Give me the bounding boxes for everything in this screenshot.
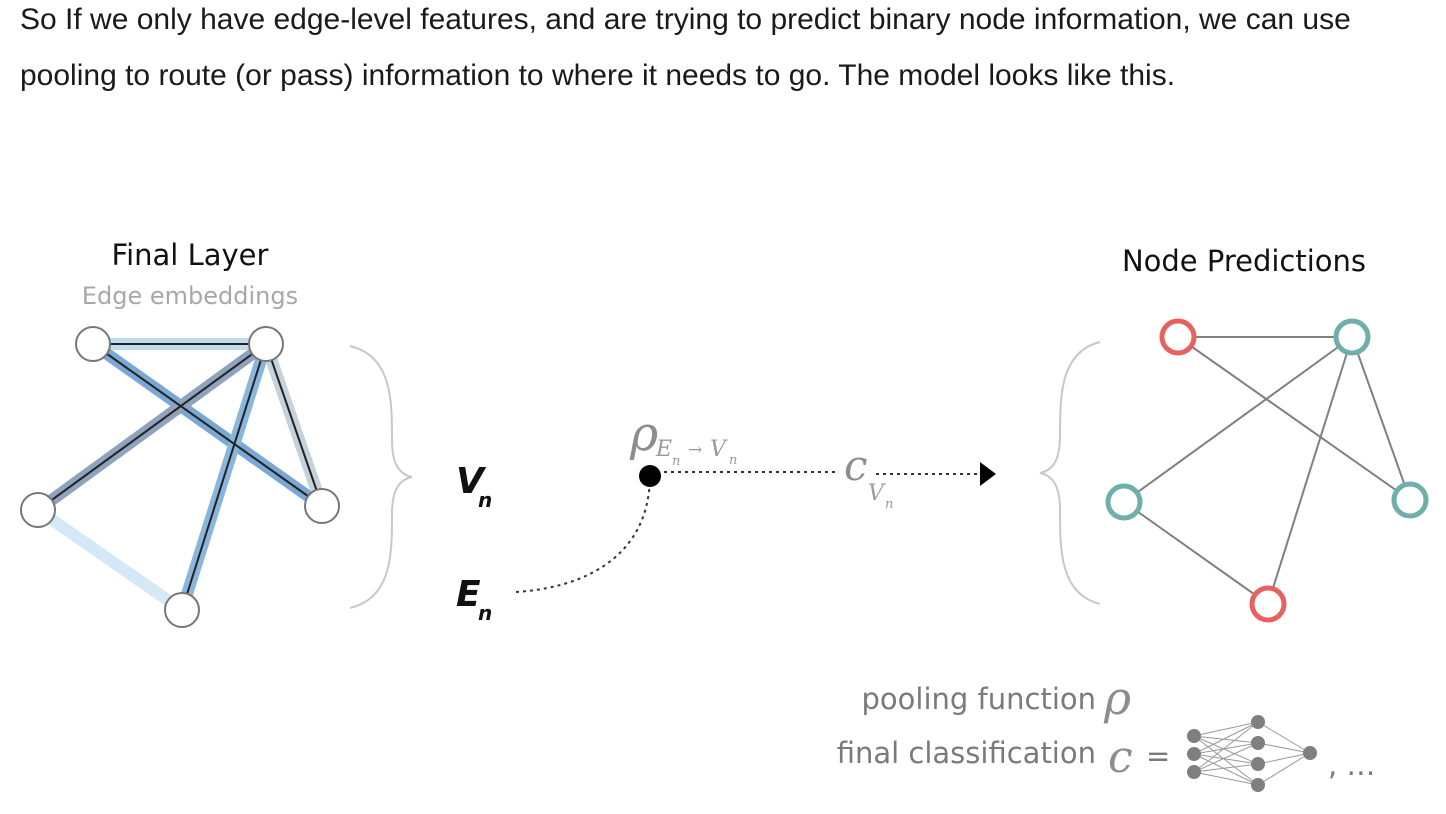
- graph-node: [248, 326, 284, 362]
- node-red: [1249, 585, 1287, 623]
- edge-line: [37, 343, 267, 511]
- prediction-edge: [1351, 336, 1411, 501]
- v-label: V: [456, 461, 487, 502]
- rho-sub-to-sub: n: [729, 453, 737, 468]
- right-title: Node Predictions: [1122, 244, 1366, 278]
- node-prediction-graph: [1105, 318, 1429, 623]
- edge-embedding-graph: [20, 326, 340, 628]
- prediction-edge: [1123, 501, 1269, 605]
- prediction-edge: [1177, 336, 1411, 501]
- prediction-edge: [1267, 336, 1353, 605]
- node-teal: [1391, 481, 1429, 519]
- graph-node: [164, 592, 200, 628]
- v-subscript: n: [478, 488, 492, 512]
- rho-sub-arrow: →: [688, 440, 702, 460]
- ellipsis-text: , …: [1328, 748, 1375, 782]
- final-classification-label: final classification: [837, 736, 1096, 770]
- arrow-head: [980, 462, 996, 486]
- left-brace: [349, 345, 413, 609]
- node-red: [1159, 318, 1197, 356]
- c-subscript: V: [868, 481, 886, 506]
- graph-node: [75, 326, 111, 362]
- graph-node: [20, 492, 56, 528]
- classification-symbol: c: [1108, 732, 1133, 783]
- left-subtitle: Edge embeddings: [82, 282, 298, 310]
- pooling-symbol: ρ: [1103, 671, 1131, 725]
- equals-sign: =: [1146, 739, 1170, 773]
- edge-line: [181, 343, 267, 611]
- pooling-function-label: pooling function: [862, 682, 1096, 716]
- node-teal: [1105, 483, 1143, 521]
- edge-band: [34, 505, 186, 615]
- rho-label: ρ: [629, 406, 658, 462]
- c-label: c: [844, 441, 868, 490]
- intro-paragraph: So If we only have edge-level features, …: [20, 3, 1351, 92]
- e-subscript: n: [478, 601, 492, 625]
- rho-sub-to: V: [710, 437, 728, 462]
- graph-node: [304, 488, 340, 524]
- rho-sub-from: E: [655, 437, 672, 462]
- pooling-point: [639, 465, 661, 487]
- edge-line: [92, 343, 323, 507]
- rho-sub-from-sub: n: [672, 454, 680, 469]
- node-teal: [1333, 318, 1371, 356]
- edge-line: [265, 343, 323, 507]
- edge-to-pool-curve: [515, 477, 651, 593]
- prediction-edge: [1123, 336, 1353, 503]
- c-subscript-sub: n: [885, 497, 893, 512]
- e-label: E: [456, 574, 481, 615]
- right-brace: [1039, 341, 1101, 605]
- left-title: Final Layer: [112, 238, 269, 272]
- neural-network-icon: [1187, 715, 1317, 792]
